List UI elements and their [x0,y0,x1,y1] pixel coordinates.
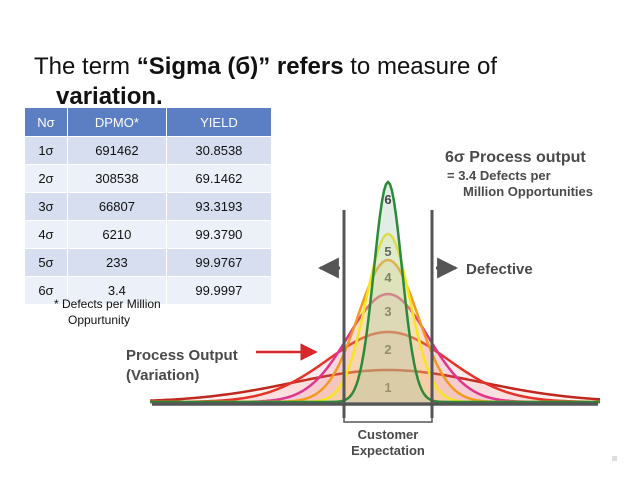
cell-dpmo: 3.4 [66,276,167,305]
cell-yield: 99.3790 [165,220,273,249]
defective-label: Defective [466,261,533,278]
cell-yield: 69.1462 [165,164,273,193]
curve-number-5: 5 [384,244,391,259]
table-header-row: Nσ DPMO* YIELD [24,107,273,137]
curve-number-6: 6 [384,192,391,207]
customer-line2: Expectation [351,443,425,458]
curve-sigma-2 [150,330,601,404]
customer-line1: Customer [358,427,419,442]
curve-number-2: 2 [384,342,391,357]
customer-expectation-bracket [343,416,433,423]
bell-curves: 1 2 3 4 5 6 [149,180,601,404]
header-yield: YIELD [165,107,273,137]
curve-fill-6 [150,182,600,402]
curve-number-4: 4 [384,270,392,285]
sigma-table: Nσ DPMO* YIELD 1σ 691462 30.8538 2σ 3085… [24,107,273,305]
cell-yield: 93.3193 [165,192,273,221]
cell-yield: 30.8538 [165,136,273,165]
header-n-sigma: Nσ [24,107,68,137]
cell-sigma: 3σ [24,192,68,221]
table-row: 3σ 66807 93.3193 [24,192,273,221]
table-row: 5σ 233 99.9767 [24,248,273,277]
curve-fill-4 [150,260,600,402]
footnote-line1: * Defects per Million [54,297,161,311]
process-output-line2: (Variation) [126,367,199,384]
cell-dpmo: 691462 [66,136,167,165]
cell-yield: 99.9767 [165,248,273,277]
curve-sigma-1 [149,368,601,402]
curve-fill-3 [150,294,600,402]
curve-number-3: 3 [384,304,391,319]
cell-dpmo: 66807 [66,192,167,221]
table-row: 4σ 6210 99.3790 [24,220,273,249]
six-sigma-title: 6σ Process output [445,149,586,166]
curve-number-1: 1 [384,380,391,395]
table-footnote: * Defects per Million Oppurtunity [54,296,214,328]
heading-sigma: “Sigma (б)” refers [136,53,344,80]
six-sigma-sub2: Million Opportunities [463,184,593,199]
footnote-line2: Oppurtunity [68,313,131,327]
heading-line2: variation. [56,83,163,110]
curve-fill-5 [150,234,600,402]
corner-mark [612,456,617,461]
cell-sigma: 2σ [24,164,68,193]
table-row: 1σ 691462 30.8538 [24,136,273,165]
table-row: 2σ 308538 69.1462 [24,164,273,193]
slide-heading: The term “Sigma (б)” refers to measure o… [34,52,594,112]
table-row: 6σ 3.4 99.9997 [24,276,273,305]
header-dpmo: DPMO* [66,107,167,137]
cell-yield: 99.9997 [165,276,273,305]
cell-sigma: 1σ [24,136,68,165]
cell-dpmo: 308538 [66,164,167,193]
cell-sigma: 5σ [24,248,68,277]
six-sigma-sub1: = 3.4 Defects per [447,168,551,183]
heading-rest: to measure of [343,53,498,80]
cell-sigma: 4σ [24,220,68,249]
cell-dpmo: 6210 [66,220,167,249]
cell-dpmo: 233 [66,248,167,277]
curve-sigma-6 [150,180,600,404]
process-output-line1: Process Output [126,347,238,364]
heading-term: The term [34,53,137,80]
